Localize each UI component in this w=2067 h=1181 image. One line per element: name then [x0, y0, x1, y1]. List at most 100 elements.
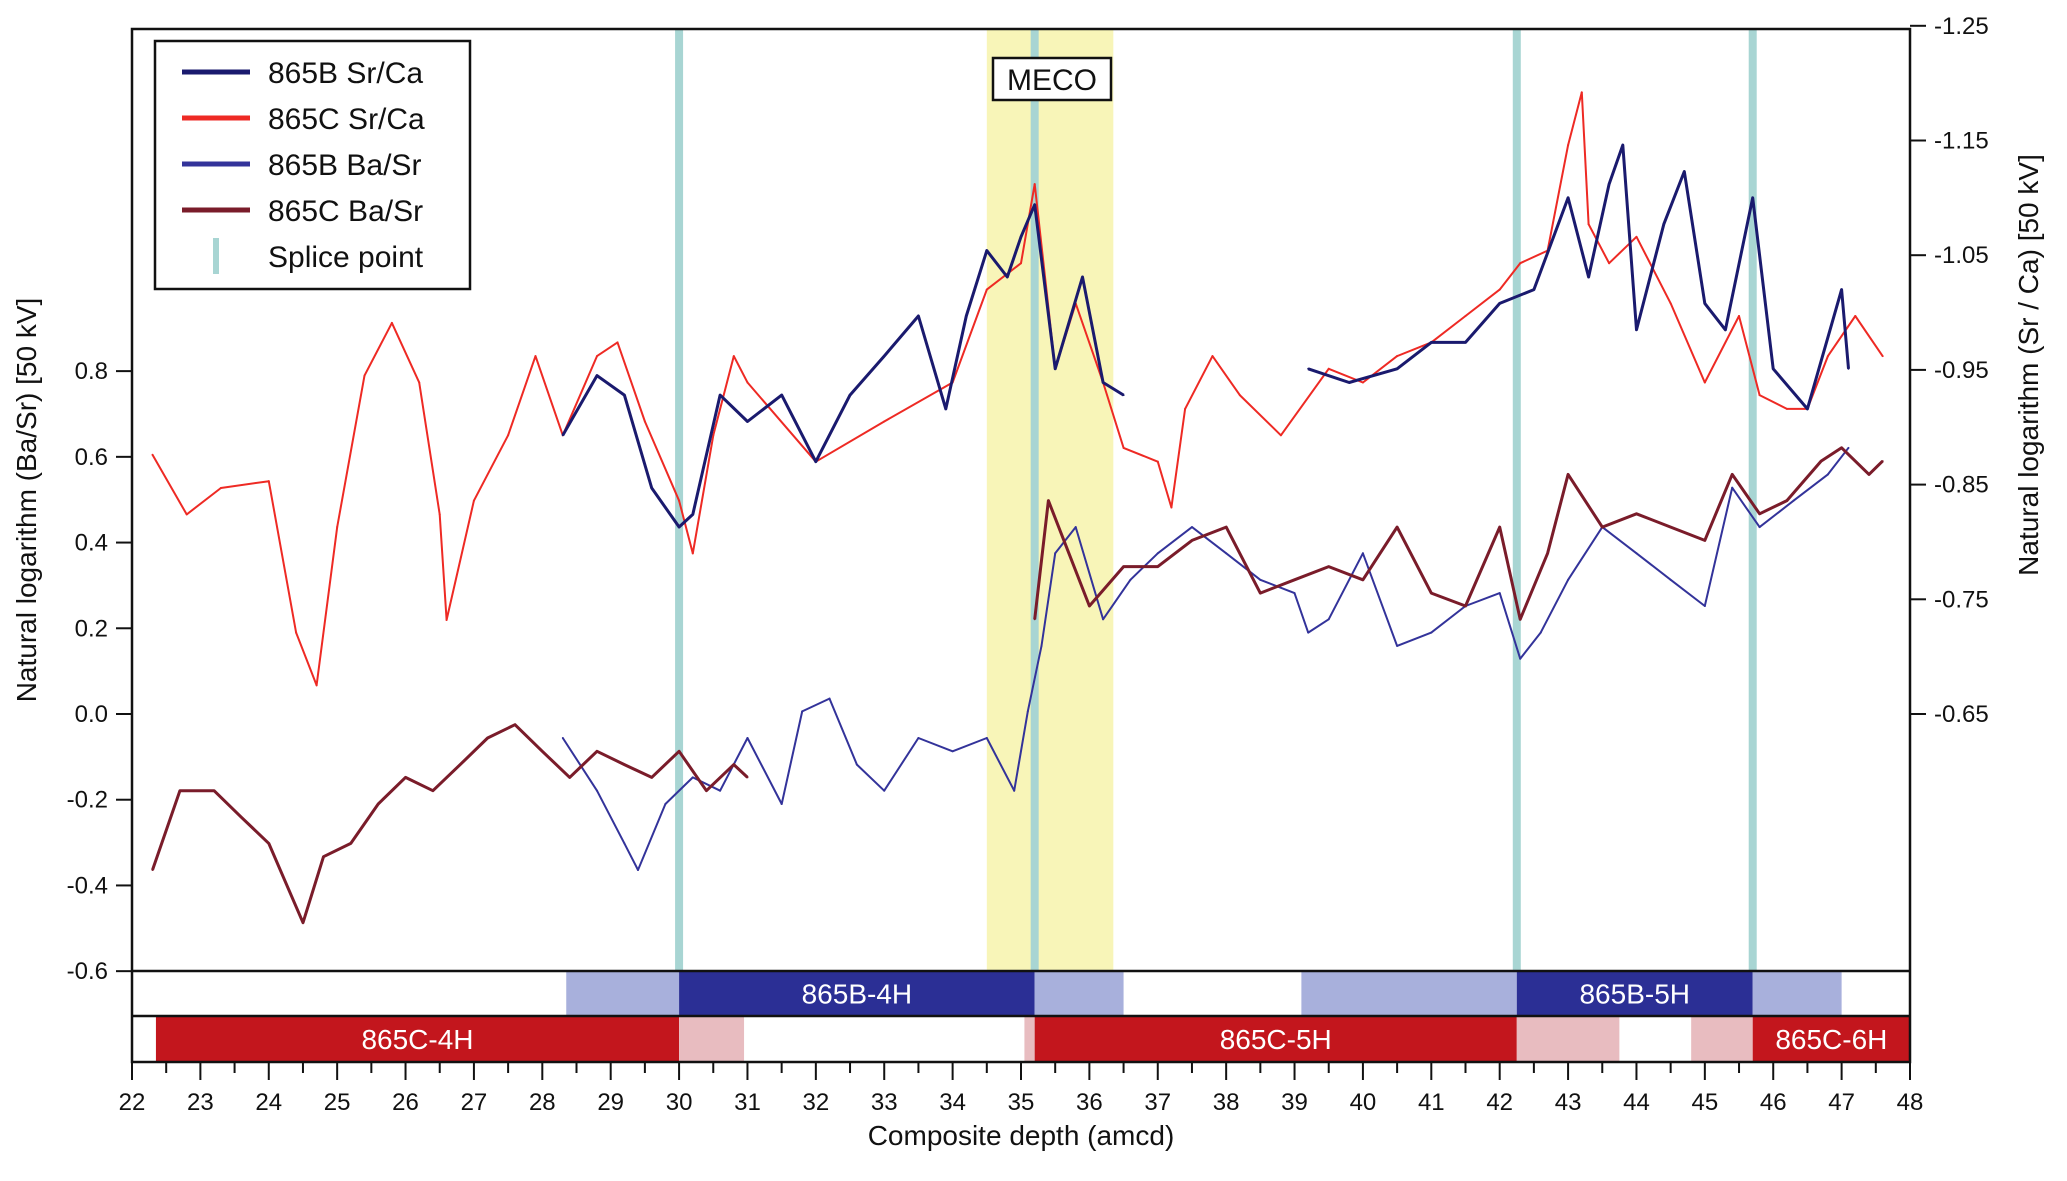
data-point [732, 763, 735, 766]
data-point [1211, 355, 1214, 358]
x-tick-label: 28 [529, 1089, 556, 1116]
data-point [1279, 434, 1282, 437]
data-point [1430, 631, 1433, 634]
data-point [746, 381, 749, 384]
data-point [596, 355, 599, 358]
meco-band [986, 29, 1114, 971]
core-section-865c [1516, 1016, 1620, 1062]
data-point [1731, 486, 1734, 489]
data-point [1156, 565, 1159, 568]
y-left-tick-label: 0.2 [75, 615, 108, 642]
legend-label: 865B Sr/Ca [268, 57, 423, 90]
data-point [1758, 394, 1761, 397]
x-tick-label: 40 [1350, 1089, 1377, 1116]
data-point [1669, 526, 1672, 529]
data-point [568, 776, 571, 779]
data-point [1464, 314, 1467, 317]
x-tick-label: 41 [1418, 1089, 1445, 1116]
data-point [1840, 288, 1843, 291]
legend: 865B Sr/Ca 865C Sr/Ca 865B Ba/Sr 865C Ba/Sr… [153, 39, 472, 291]
data-point [1122, 446, 1125, 449]
data-point [315, 684, 318, 687]
data-point [1020, 235, 1022, 238]
data-point [1567, 578, 1570, 581]
data-point [1867, 473, 1870, 476]
data-point [1088, 604, 1091, 607]
x-tick-label: 44 [1623, 1089, 1650, 1116]
data-point [1567, 144, 1570, 147]
data-point [1854, 314, 1857, 317]
data-point [1026, 710, 1029, 713]
core-section-label: 865C-6H [1775, 1024, 1887, 1055]
data-point [1519, 618, 1522, 621]
data-point [678, 526, 681, 529]
data-point [1758, 526, 1761, 529]
data-point [883, 355, 886, 358]
data-point [1122, 565, 1125, 568]
data-point [1293, 592, 1296, 595]
core-section-865b [679, 971, 1035, 1016]
core-section-865c [679, 1016, 745, 1062]
x-tick-label: 30 [666, 1089, 693, 1116]
data-point [267, 480, 270, 483]
data-point [746, 420, 749, 423]
data-point [1327, 618, 1330, 621]
data-point [637, 869, 640, 872]
data-point [1792, 499, 1795, 502]
data-point [1683, 170, 1686, 173]
x-tick-label: 39 [1281, 1089, 1308, 1116]
data-point [1847, 446, 1850, 449]
data-point [1498, 302, 1501, 305]
data-point [1225, 526, 1228, 529]
data-point [1546, 552, 1549, 555]
data-point [1608, 183, 1611, 186]
data-point [1703, 604, 1706, 607]
data-point [1826, 355, 1829, 358]
data-point [322, 855, 325, 858]
data-point [1170, 506, 1173, 509]
data-point [712, 434, 715, 437]
x-tick-label: 29 [597, 1089, 624, 1116]
data-point [814, 460, 817, 463]
data-point [780, 803, 783, 806]
data-point [1067, 552, 1070, 555]
data-point [1669, 302, 1672, 305]
x-tick-label: 22 [119, 1089, 146, 1116]
data-point [1772, 367, 1775, 370]
data-point [1396, 355, 1399, 358]
data-point [1430, 341, 1433, 344]
y-right-tick-label: -0.65 [1934, 701, 1989, 728]
data-point [151, 453, 154, 456]
core-section-865b [566, 971, 680, 1016]
data-point [732, 355, 735, 358]
data-point [1567, 473, 1570, 476]
data-point [849, 394, 852, 397]
data-point [1327, 565, 1330, 568]
data-point [623, 394, 626, 397]
data-point [1054, 552, 1057, 555]
y-left-tick-label: -0.2 [67, 787, 108, 814]
core-section-label: 865C-4H [361, 1024, 473, 1055]
core-section-865c [155, 1016, 680, 1062]
data-point [643, 420, 646, 423]
data-point [1587, 275, 1590, 278]
data-point [513, 723, 516, 726]
data-point [1498, 592, 1501, 595]
data-point [1635, 552, 1638, 555]
x-tick-label: 33 [871, 1089, 898, 1116]
x-tick-label: 38 [1213, 1089, 1240, 1116]
y-left-tick-label: 0.6 [75, 444, 108, 471]
data-point [746, 737, 749, 740]
data-point [965, 314, 968, 317]
meco-label: MECO [1007, 64, 1097, 97]
data-point [623, 842, 626, 845]
data-point [1020, 262, 1022, 265]
x-axis-title: Composite depth (amcd) [868, 1120, 1175, 1151]
data-point [1047, 499, 1050, 502]
data-point [1396, 644, 1399, 647]
data-point [985, 737, 988, 740]
data-point [363, 374, 366, 377]
data-point [1738, 314, 1741, 317]
data-point [1184, 407, 1187, 410]
core-section-865c [1034, 1016, 1517, 1062]
